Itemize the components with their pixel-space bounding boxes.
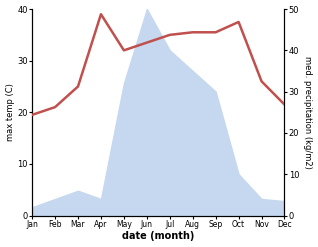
Y-axis label: max temp (C): max temp (C) [5, 83, 15, 141]
X-axis label: date (month): date (month) [122, 231, 195, 242]
Y-axis label: med. precipitation (kg/m2): med. precipitation (kg/m2) [303, 56, 313, 169]
